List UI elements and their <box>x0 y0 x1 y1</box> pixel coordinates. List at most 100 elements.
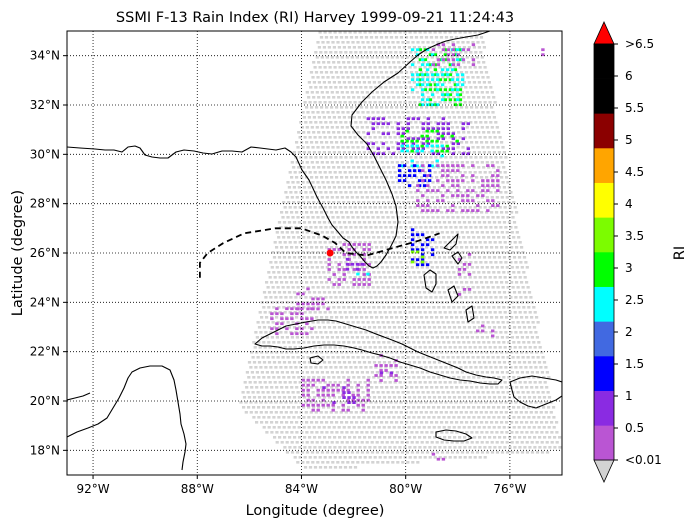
swath-pixel <box>504 366 508 369</box>
swath-pixel <box>292 236 296 239</box>
swath-pixel <box>522 326 527 329</box>
swath-pixel <box>376 41 380 44</box>
swath-pixel <box>383 456 387 459</box>
swath-pixel <box>484 191 488 194</box>
swath-pixel <box>311 321 315 324</box>
swath-pixel <box>274 401 278 404</box>
swath-pixel <box>515 246 519 249</box>
swath-pixel <box>397 46 401 49</box>
swath-pixel <box>445 371 449 374</box>
swath-pixel <box>385 246 389 249</box>
swath-pixel <box>337 426 341 429</box>
swath-pixel <box>460 91 464 94</box>
swath-pixel <box>282 291 287 294</box>
swath-pixel <box>411 181 415 184</box>
swath-pixel <box>322 426 326 429</box>
swath-pixel <box>512 326 517 329</box>
swath-pixel <box>378 66 382 69</box>
swath-pixel <box>383 171 387 174</box>
swath-pixel <box>545 441 549 444</box>
swath-pixel <box>348 446 352 449</box>
swath-pixel <box>380 336 384 339</box>
swath-pixel <box>280 246 284 249</box>
swath-pixel <box>437 61 441 64</box>
swath-pixel <box>242 406 246 409</box>
swath-pixel <box>471 286 475 289</box>
swath-pixel <box>442 81 446 84</box>
swath-pixel <box>426 41 430 44</box>
swath-pixel <box>387 46 391 49</box>
swath-pixel <box>412 306 416 309</box>
swath-pixel <box>408 66 412 69</box>
swath-pixel <box>450 231 454 234</box>
swath-pixel <box>477 341 481 344</box>
swath-pixel <box>530 451 535 454</box>
swath-pixel <box>370 231 374 234</box>
swath-pixel <box>427 96 431 99</box>
swath-pixel <box>393 446 397 449</box>
swath-pixel <box>364 366 368 369</box>
swath-pixel <box>430 301 434 304</box>
rain-pixel <box>428 88 433 92</box>
swath-pixel <box>288 276 292 279</box>
swath-pixel <box>293 456 297 459</box>
swath-pixel <box>444 366 448 369</box>
rain-pixel <box>451 63 456 67</box>
swath-pixel <box>459 261 463 264</box>
swath-pixel <box>295 176 299 179</box>
swath-pixel <box>485 141 489 144</box>
swath-pixel <box>402 326 407 329</box>
swath-pixel <box>294 401 298 404</box>
swath-pixel <box>389 331 393 334</box>
swath-pixel <box>351 216 355 219</box>
swath-pixel <box>262 361 267 364</box>
swath-pixel <box>479 226 483 229</box>
swath-pixel <box>348 241 352 244</box>
swath-pixel <box>287 376 291 379</box>
swath-pixel <box>396 286 400 289</box>
swath-pixel <box>435 196 439 199</box>
swath-pixel <box>524 261 528 264</box>
swath-pixel <box>282 376 286 379</box>
swath-pixel <box>412 341 416 344</box>
swath-pixel <box>468 66 472 69</box>
swath-pixel <box>312 166 316 169</box>
swath-pixel <box>330 441 334 444</box>
swath-pixel <box>394 331 398 334</box>
swath-pixel <box>386 181 390 184</box>
colorbar-segment <box>594 113 614 149</box>
swath-pixel <box>343 466 348 469</box>
swath-pixel <box>342 426 346 429</box>
swath-pixel <box>327 46 331 49</box>
swath-pixel <box>416 181 420 184</box>
swath-pixel <box>297 291 302 294</box>
swath-pixel <box>476 321 480 324</box>
swath-pixel <box>306 286 310 289</box>
swath-pixel <box>458 66 462 69</box>
swath-pixel <box>389 401 393 404</box>
swath-pixel <box>414 51 418 54</box>
swath-pixel <box>512 426 516 429</box>
swath-pixel <box>499 331 503 334</box>
swath-pixel <box>329 86 333 89</box>
swath-pixel <box>382 271 386 274</box>
swath-pixel <box>292 221 297 224</box>
swath-pixel <box>443 436 447 439</box>
swath-pixel <box>558 436 562 439</box>
swath-pixel <box>375 421 379 424</box>
rain-pixel <box>430 78 435 82</box>
rain-pixel <box>311 383 315 387</box>
swath-pixel <box>419 411 423 414</box>
swath-pixel <box>321 251 325 254</box>
swath-pixel <box>359 86 363 89</box>
swath-pixel <box>393 311 397 314</box>
swath-pixel <box>402 116 406 119</box>
swath-pixel <box>313 311 317 314</box>
swath-pixel <box>462 306 466 309</box>
swath-pixel <box>400 316 404 319</box>
swath-pixel <box>275 351 279 354</box>
swath-pixel <box>327 376 331 379</box>
swath-pixel <box>377 406 381 409</box>
swath-pixel <box>299 261 303 264</box>
swath-pixel <box>344 366 348 369</box>
